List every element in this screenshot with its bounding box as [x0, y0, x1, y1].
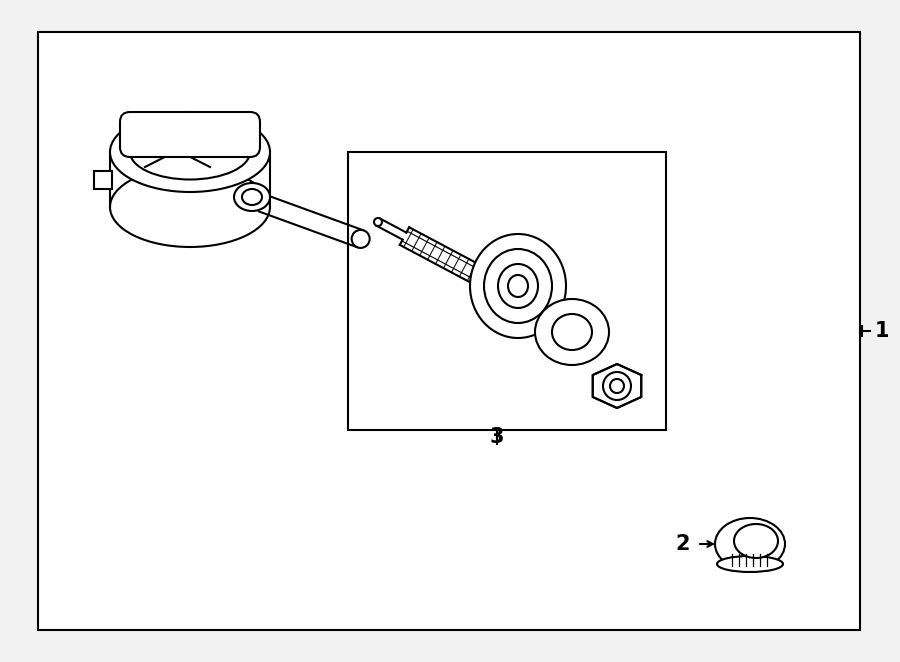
Ellipse shape — [470, 234, 566, 338]
Ellipse shape — [508, 275, 528, 297]
Ellipse shape — [130, 124, 250, 179]
Ellipse shape — [734, 524, 778, 558]
Circle shape — [603, 372, 631, 400]
Polygon shape — [110, 152, 270, 207]
Ellipse shape — [484, 249, 552, 323]
Text: 3: 3 — [490, 427, 504, 447]
Polygon shape — [593, 364, 641, 408]
Ellipse shape — [715, 518, 785, 570]
Ellipse shape — [552, 314, 592, 350]
Ellipse shape — [535, 299, 609, 365]
Ellipse shape — [242, 189, 262, 205]
Ellipse shape — [717, 556, 783, 572]
Circle shape — [507, 287, 523, 303]
Ellipse shape — [498, 264, 538, 308]
Circle shape — [209, 133, 227, 151]
Circle shape — [352, 230, 370, 248]
Ellipse shape — [234, 183, 270, 211]
Text: 2: 2 — [676, 534, 690, 554]
Ellipse shape — [110, 112, 270, 192]
Bar — [94, 171, 112, 189]
Text: 1: 1 — [875, 321, 889, 341]
Circle shape — [374, 218, 382, 226]
Bar — [348, 152, 666, 430]
Ellipse shape — [110, 167, 270, 247]
FancyBboxPatch shape — [120, 112, 260, 157]
Circle shape — [610, 379, 624, 393]
Circle shape — [214, 138, 222, 146]
